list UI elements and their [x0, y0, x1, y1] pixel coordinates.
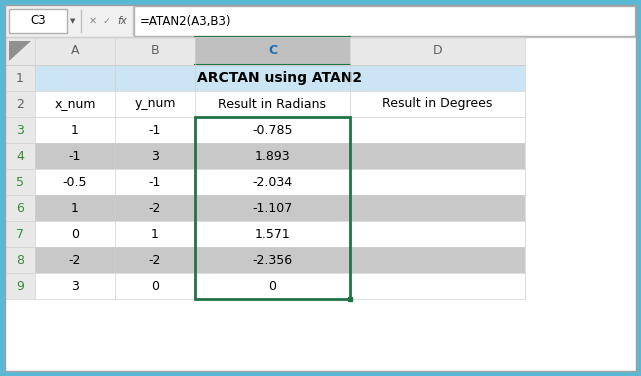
Bar	[195, 143, 350, 169]
Bar	[5, 5, 636, 37]
Text: -2.034: -2.034	[253, 176, 292, 188]
Bar	[5, 169, 35, 195]
Text: ▼: ▼	[70, 18, 76, 24]
Bar	[350, 117, 525, 143]
Bar	[134, 6, 635, 36]
Text: -1: -1	[149, 123, 161, 136]
Text: 4: 4	[16, 150, 24, 162]
Bar	[115, 37, 195, 65]
Bar	[5, 65, 35, 91]
Text: 3: 3	[151, 150, 159, 162]
Bar	[115, 195, 195, 221]
Text: D: D	[433, 44, 442, 58]
Text: 3: 3	[71, 279, 79, 293]
Bar	[115, 247, 195, 273]
Bar	[5, 247, 35, 273]
Text: 5: 5	[16, 176, 24, 188]
Text: -0.785: -0.785	[253, 123, 293, 136]
Bar	[115, 221, 195, 247]
Text: fx: fx	[117, 16, 127, 26]
Bar	[195, 169, 350, 195]
Bar	[35, 91, 115, 117]
Text: -1.107: -1.107	[253, 202, 293, 214]
Text: ✕: ✕	[89, 16, 97, 26]
Text: =ATAN2(A3,B3): =ATAN2(A3,B3)	[140, 15, 231, 27]
Text: -2.356: -2.356	[253, 253, 292, 267]
Bar	[35, 143, 115, 169]
Bar	[115, 117, 195, 143]
Text: 8: 8	[16, 253, 24, 267]
Bar	[35, 37, 115, 65]
Text: y_num: y_num	[134, 97, 176, 111]
Bar	[350, 273, 525, 299]
Text: C3: C3	[30, 15, 46, 27]
Text: -2: -2	[149, 253, 161, 267]
Text: -0.5: -0.5	[63, 176, 87, 188]
Bar	[35, 221, 115, 247]
Bar	[195, 273, 350, 299]
Bar	[350, 37, 525, 65]
Bar	[195, 117, 350, 143]
Text: -2: -2	[69, 253, 81, 267]
Text: 0: 0	[71, 227, 79, 241]
Text: 1: 1	[71, 123, 79, 136]
Bar	[195, 117, 350, 299]
Bar	[5, 117, 35, 143]
Bar	[35, 247, 115, 273]
Text: -2: -2	[149, 202, 161, 214]
Text: C: C	[268, 44, 277, 58]
Text: 1.571: 1.571	[254, 227, 290, 241]
Bar	[115, 169, 195, 195]
Bar	[9, 9, 67, 33]
Bar	[350, 91, 525, 117]
Text: 1: 1	[16, 71, 24, 85]
Text: -1: -1	[69, 150, 81, 162]
Bar	[5, 273, 35, 299]
Text: 1.893: 1.893	[254, 150, 290, 162]
Bar	[350, 169, 525, 195]
Bar	[195, 195, 350, 221]
Bar	[35, 169, 115, 195]
Bar	[5, 143, 35, 169]
Text: 0: 0	[269, 279, 276, 293]
Text: 2: 2	[16, 97, 24, 111]
Text: A: A	[71, 44, 79, 58]
Bar	[35, 117, 115, 143]
Bar	[195, 247, 350, 273]
Text: x_num: x_num	[54, 97, 96, 111]
Bar	[115, 143, 195, 169]
Bar	[5, 221, 35, 247]
Text: 1: 1	[151, 227, 159, 241]
Bar	[115, 273, 195, 299]
Bar	[115, 91, 195, 117]
Bar	[5, 195, 35, 221]
Bar	[350, 143, 525, 169]
Text: B: B	[151, 44, 160, 58]
Text: -1: -1	[149, 176, 161, 188]
Bar	[195, 221, 350, 247]
Text: 3: 3	[16, 123, 24, 136]
Bar	[5, 37, 35, 65]
Bar	[350, 247, 525, 273]
Text: Result in Radians: Result in Radians	[219, 97, 326, 111]
Text: 1: 1	[71, 202, 79, 214]
Bar	[35, 195, 115, 221]
Bar	[350, 195, 525, 221]
Text: 7: 7	[16, 227, 24, 241]
Bar	[195, 37, 350, 65]
Bar	[35, 273, 115, 299]
Text: 9: 9	[16, 279, 24, 293]
Bar	[35, 65, 525, 91]
Text: ✓: ✓	[103, 16, 111, 26]
Text: 6: 6	[16, 202, 24, 214]
Polygon shape	[9, 41, 31, 61]
Bar	[195, 91, 350, 117]
Text: Result in Degrees: Result in Degrees	[382, 97, 493, 111]
Text: 0: 0	[151, 279, 159, 293]
Text: ARCTAN using ATAN2: ARCTAN using ATAN2	[197, 71, 363, 85]
Bar	[5, 91, 35, 117]
Bar	[350, 221, 525, 247]
